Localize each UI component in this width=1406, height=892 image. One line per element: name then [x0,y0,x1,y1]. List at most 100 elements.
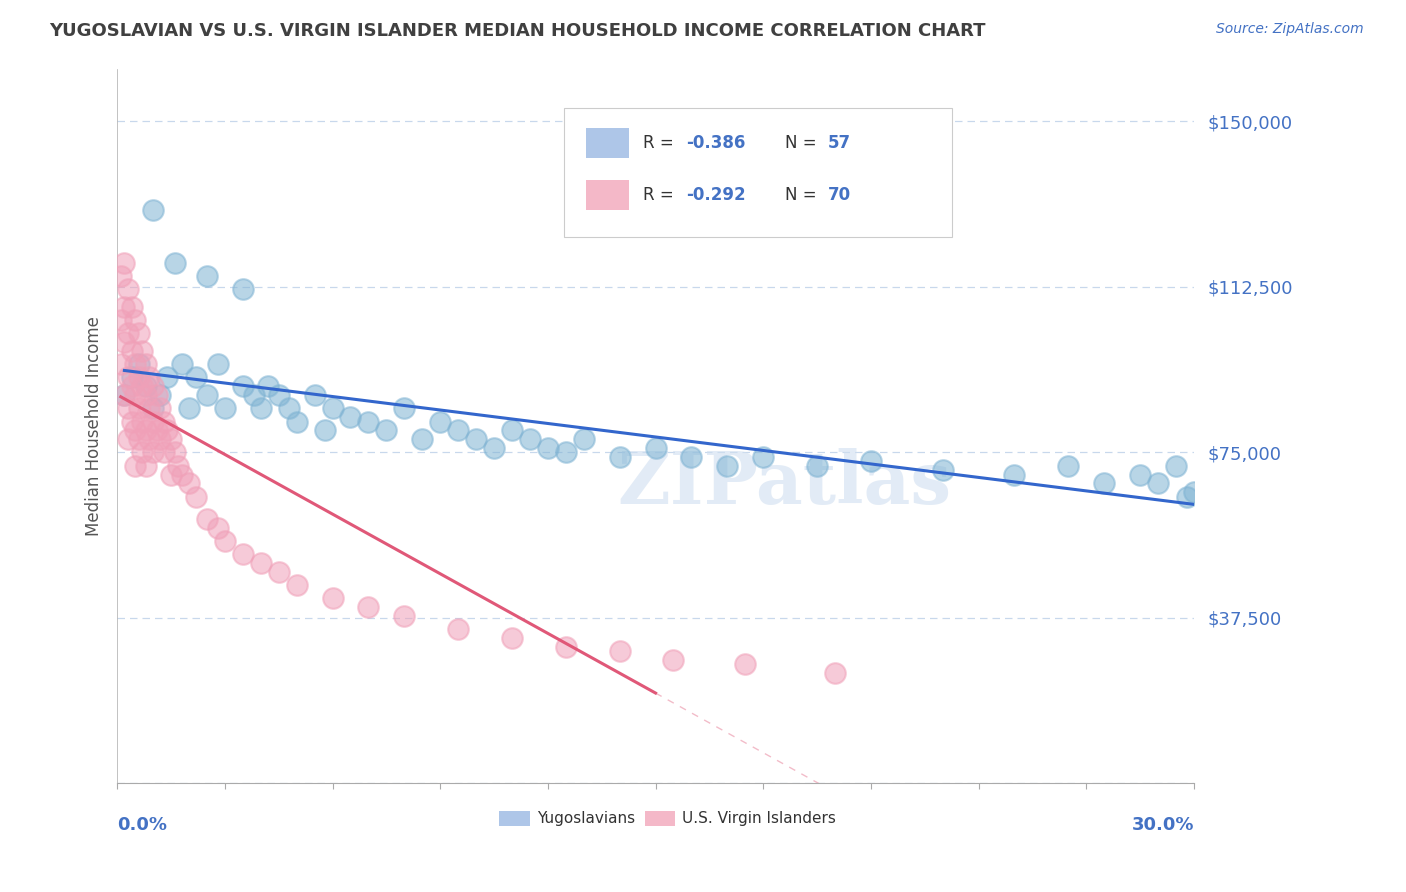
Point [110,357,132,371]
Bar [585,180,628,211]
FancyBboxPatch shape [564,108,952,236]
Point [121,343,143,358]
Point [207,357,229,371]
Point [267,388,290,402]
Point [285,578,308,592]
Point [554,445,576,459]
Point [135,424,157,438]
Bar [585,128,628,158]
Text: 57: 57 [828,134,851,152]
Point [112,388,135,402]
Point [142,202,165,217]
Point [447,622,470,636]
Point [142,445,165,459]
Point [429,415,451,429]
Point [357,599,380,614]
Text: U.S. Virgin Islanders: U.S. Virgin Islanders [682,811,837,826]
Point [128,326,150,341]
Point [411,432,433,446]
Point [572,432,595,446]
Point [117,432,139,446]
Text: N =: N = [785,186,821,204]
Point [131,445,153,459]
Point [207,520,229,534]
Point [501,424,523,438]
Text: R =: R = [643,186,679,204]
Point [1147,476,1170,491]
Point [322,401,344,416]
Text: Source: ZipAtlas.com: Source: ZipAtlas.com [1216,22,1364,37]
Point [170,357,193,371]
Point [734,657,756,672]
Text: -0.386: -0.386 [686,134,745,152]
Point [195,511,218,525]
Point [117,326,139,341]
Point [128,357,150,371]
Point [357,415,380,429]
Point [806,458,828,473]
Point [232,282,254,296]
Point [121,370,143,384]
Text: Yugoslavians: Yugoslavians [537,811,636,826]
Point [131,379,153,393]
Point [149,432,172,446]
Point [375,424,398,438]
Text: ZIPatlas: ZIPatlas [617,448,952,519]
Point [267,565,290,579]
Point [163,256,186,270]
Point [110,268,132,283]
Point [124,313,146,327]
Point [135,458,157,473]
Point [163,445,186,459]
Point [1182,485,1205,500]
Point [110,313,132,327]
Point [124,458,146,473]
Bar [499,811,530,826]
Point [339,410,361,425]
Point [1057,458,1080,473]
Point [644,441,666,455]
Point [124,388,146,402]
Point [1164,458,1187,473]
Text: N =: N = [785,134,821,152]
Point [117,282,139,296]
Point [135,357,157,371]
Point [124,424,146,438]
Text: -0.292: -0.292 [686,186,745,204]
Point [285,415,308,429]
Point [177,401,200,416]
Point [167,458,190,473]
Point [112,300,135,314]
Point [609,450,631,464]
Point [195,388,218,402]
Point [177,476,200,491]
Point [609,644,631,658]
Point [214,533,236,548]
Point [554,640,576,654]
Point [156,370,179,384]
Point [314,424,336,438]
Point [128,370,150,384]
Point [121,415,143,429]
Point [117,401,139,416]
Point [128,401,150,416]
Point [156,424,179,438]
Point [214,401,236,416]
Point [131,343,153,358]
Point [142,401,165,416]
Point [482,441,505,455]
Point [519,432,541,446]
Point [322,591,344,606]
Point [195,268,218,283]
Point [662,653,685,667]
Point [145,388,167,402]
Point [153,445,176,459]
Point [142,379,165,393]
Point [257,379,280,393]
Point [186,490,208,504]
Point [232,379,254,393]
Point [249,556,271,570]
Point [824,666,846,681]
Point [465,432,488,446]
Point [138,432,160,446]
